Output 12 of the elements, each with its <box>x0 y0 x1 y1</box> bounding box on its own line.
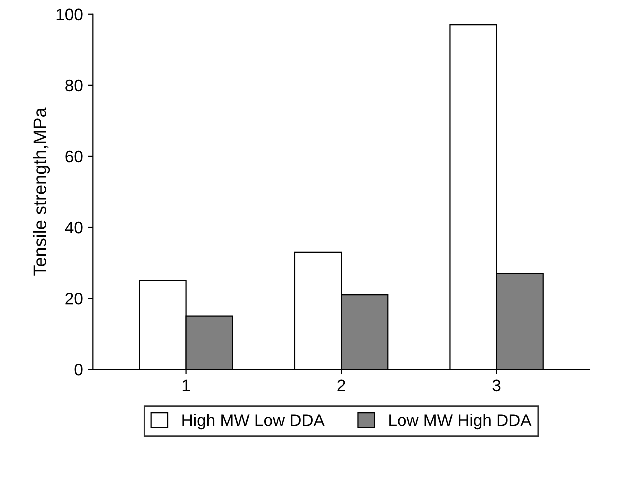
y-tick-label: 80 <box>66 80 83 92</box>
x-tick-label: 3 <box>492 380 501 392</box>
y-tick-label: 100 <box>56 8 83 21</box>
legend-label: High MW Low DDA <box>182 414 325 430</box>
y-axis-title: Tensile strength,MPa <box>33 108 50 276</box>
y-tick-label: 40 <box>65 222 83 234</box>
legend-label: Low MW High DDA <box>390 414 532 430</box>
y-tick-label: 20 <box>66 292 83 305</box>
x-tick-label: 2 <box>338 380 346 392</box>
y-tick-label: 0 <box>74 364 83 376</box>
y-tick-label: 60 <box>66 150 83 163</box>
x-tick-label: 1 <box>182 380 190 392</box>
